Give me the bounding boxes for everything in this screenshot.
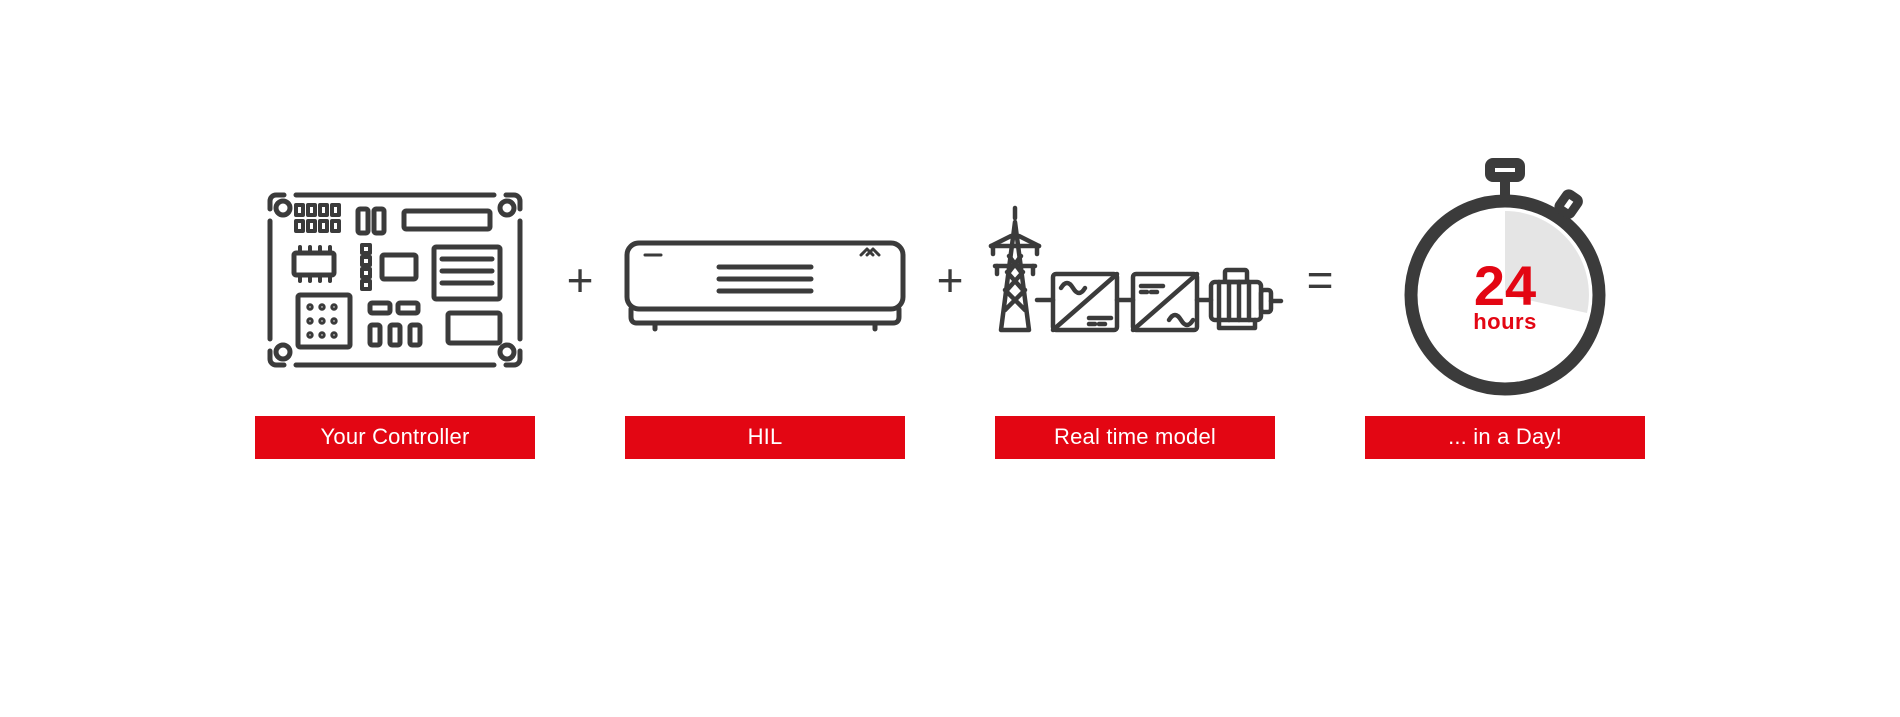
plus-operator-2: + bbox=[915, 253, 985, 307]
infographic-canvas: + bbox=[0, 0, 1900, 717]
hil-device-icon bbox=[615, 225, 915, 335]
hil-cell bbox=[615, 160, 915, 400]
plus-operator-1: + bbox=[545, 253, 615, 307]
controller-cell bbox=[245, 160, 545, 400]
model-cell bbox=[985, 160, 1285, 400]
icon-row: + bbox=[0, 150, 1900, 410]
equals-operator: = bbox=[1285, 253, 1355, 307]
label-hil: HIL bbox=[625, 416, 905, 459]
controller-board-icon bbox=[250, 175, 540, 385]
label-day: ... in a Day! bbox=[1365, 416, 1645, 459]
label-controller: Your Controller bbox=[255, 416, 535, 459]
stopwatch-icon: 24 hours bbox=[1390, 155, 1620, 405]
label-row: Your Controller HIL Real time model ... … bbox=[0, 416, 1900, 459]
stopwatch-unit: hours bbox=[1473, 309, 1537, 334]
label-model: Real time model bbox=[995, 416, 1275, 459]
stopwatch-number: 24 bbox=[1474, 254, 1536, 317]
realtime-model-icon bbox=[985, 200, 1285, 360]
stopwatch-cell: 24 hours bbox=[1355, 160, 1655, 400]
